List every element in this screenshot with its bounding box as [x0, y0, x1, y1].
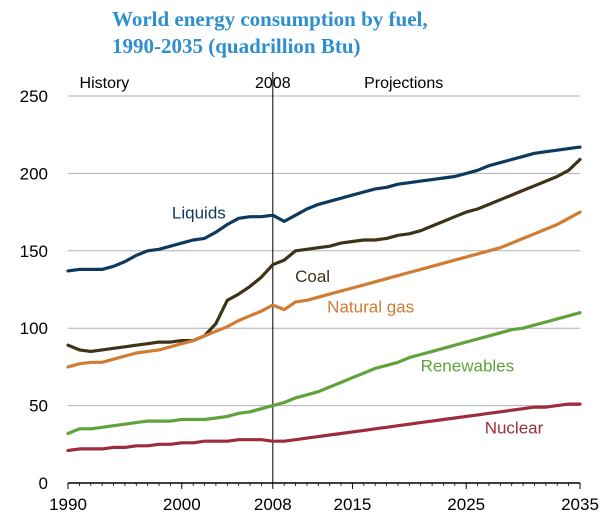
series-label-natural-gas: Natural gas [327, 298, 414, 317]
series-line-nuclear [66, 402, 582, 453]
x-tick-label: 2008 [254, 495, 292, 514]
y-tick-labels: 0 50 100 150 200 250 [20, 87, 48, 493]
y-tick-label: 150 [20, 242, 48, 261]
x-tick-label: 2035 [561, 495, 599, 514]
series-line-renewables [66, 311, 582, 436]
series-line-natural-gas [66, 210, 582, 369]
x-tick-label: 1990 [49, 495, 87, 514]
y-tick-label: 250 [20, 87, 48, 106]
y-tick-label: 0 [39, 474, 48, 493]
series-label-liquids: Liquids [172, 203, 226, 222]
y-tick-label: 50 [29, 397, 48, 416]
history-annotation: History [80, 75, 130, 92]
chart-subtitle: 1990-2035 (quadrillion Btu) [112, 34, 361, 58]
x-tick-label: 2025 [447, 495, 485, 514]
series-line-coal [66, 157, 582, 353]
series-label-renewables: Renewables [421, 357, 515, 376]
series-line-liquids [66, 145, 582, 273]
series-lines [66, 145, 582, 453]
x-tick-labels: 1990 2000 2008 2015 2025 2035 [49, 483, 599, 514]
chart-title: World energy consumption by fuel, [112, 7, 428, 31]
projections-annotation: Projections [364, 75, 443, 92]
series-labels: Liquids Coal Natural gas Renewables Nuclear [172, 203, 544, 437]
x-tick-label: 2015 [334, 495, 372, 514]
y-tick-label: 200 [20, 164, 48, 183]
divider-year-annotation: 2008 [255, 75, 291, 92]
chart-title-block: World energy consumption by fuel, 1990-2… [112, 6, 612, 60]
series-label-coal: Coal [295, 267, 330, 286]
series-label-nuclear: Nuclear [485, 418, 544, 437]
y-tick-label: 100 [20, 319, 48, 338]
x-tick-label: 2000 [163, 495, 201, 514]
